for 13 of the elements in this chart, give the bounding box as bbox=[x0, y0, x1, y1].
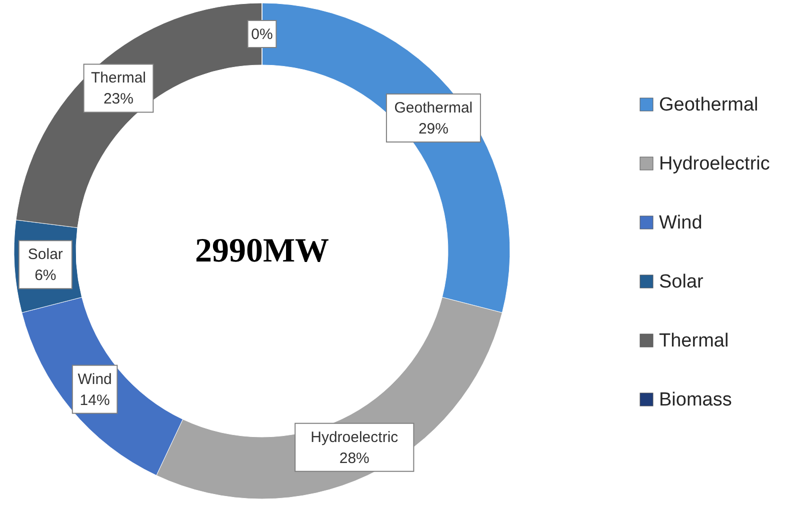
data-label: Wind 14% bbox=[78, 370, 112, 408]
data-label: Thermal 23% bbox=[90, 69, 146, 108]
legend-label: Biomass bbox=[659, 390, 732, 410]
legend-label: Wind bbox=[659, 212, 702, 234]
text: 2990MW bbox=[194, 232, 330, 270]
data-label: Geothermal 29% bbox=[394, 99, 473, 137]
legend-label: Geothermal bbox=[659, 94, 758, 116]
text: 0% bbox=[251, 26, 273, 42]
data-label: Hydroelectric 28% bbox=[310, 428, 399, 466]
legend-label: Solar bbox=[659, 272, 704, 292]
legend-label: Thermal bbox=[659, 330, 729, 352]
data-label: Solar 6% bbox=[28, 246, 63, 284]
legend-label: Hydroelectric bbox=[659, 154, 770, 174]
